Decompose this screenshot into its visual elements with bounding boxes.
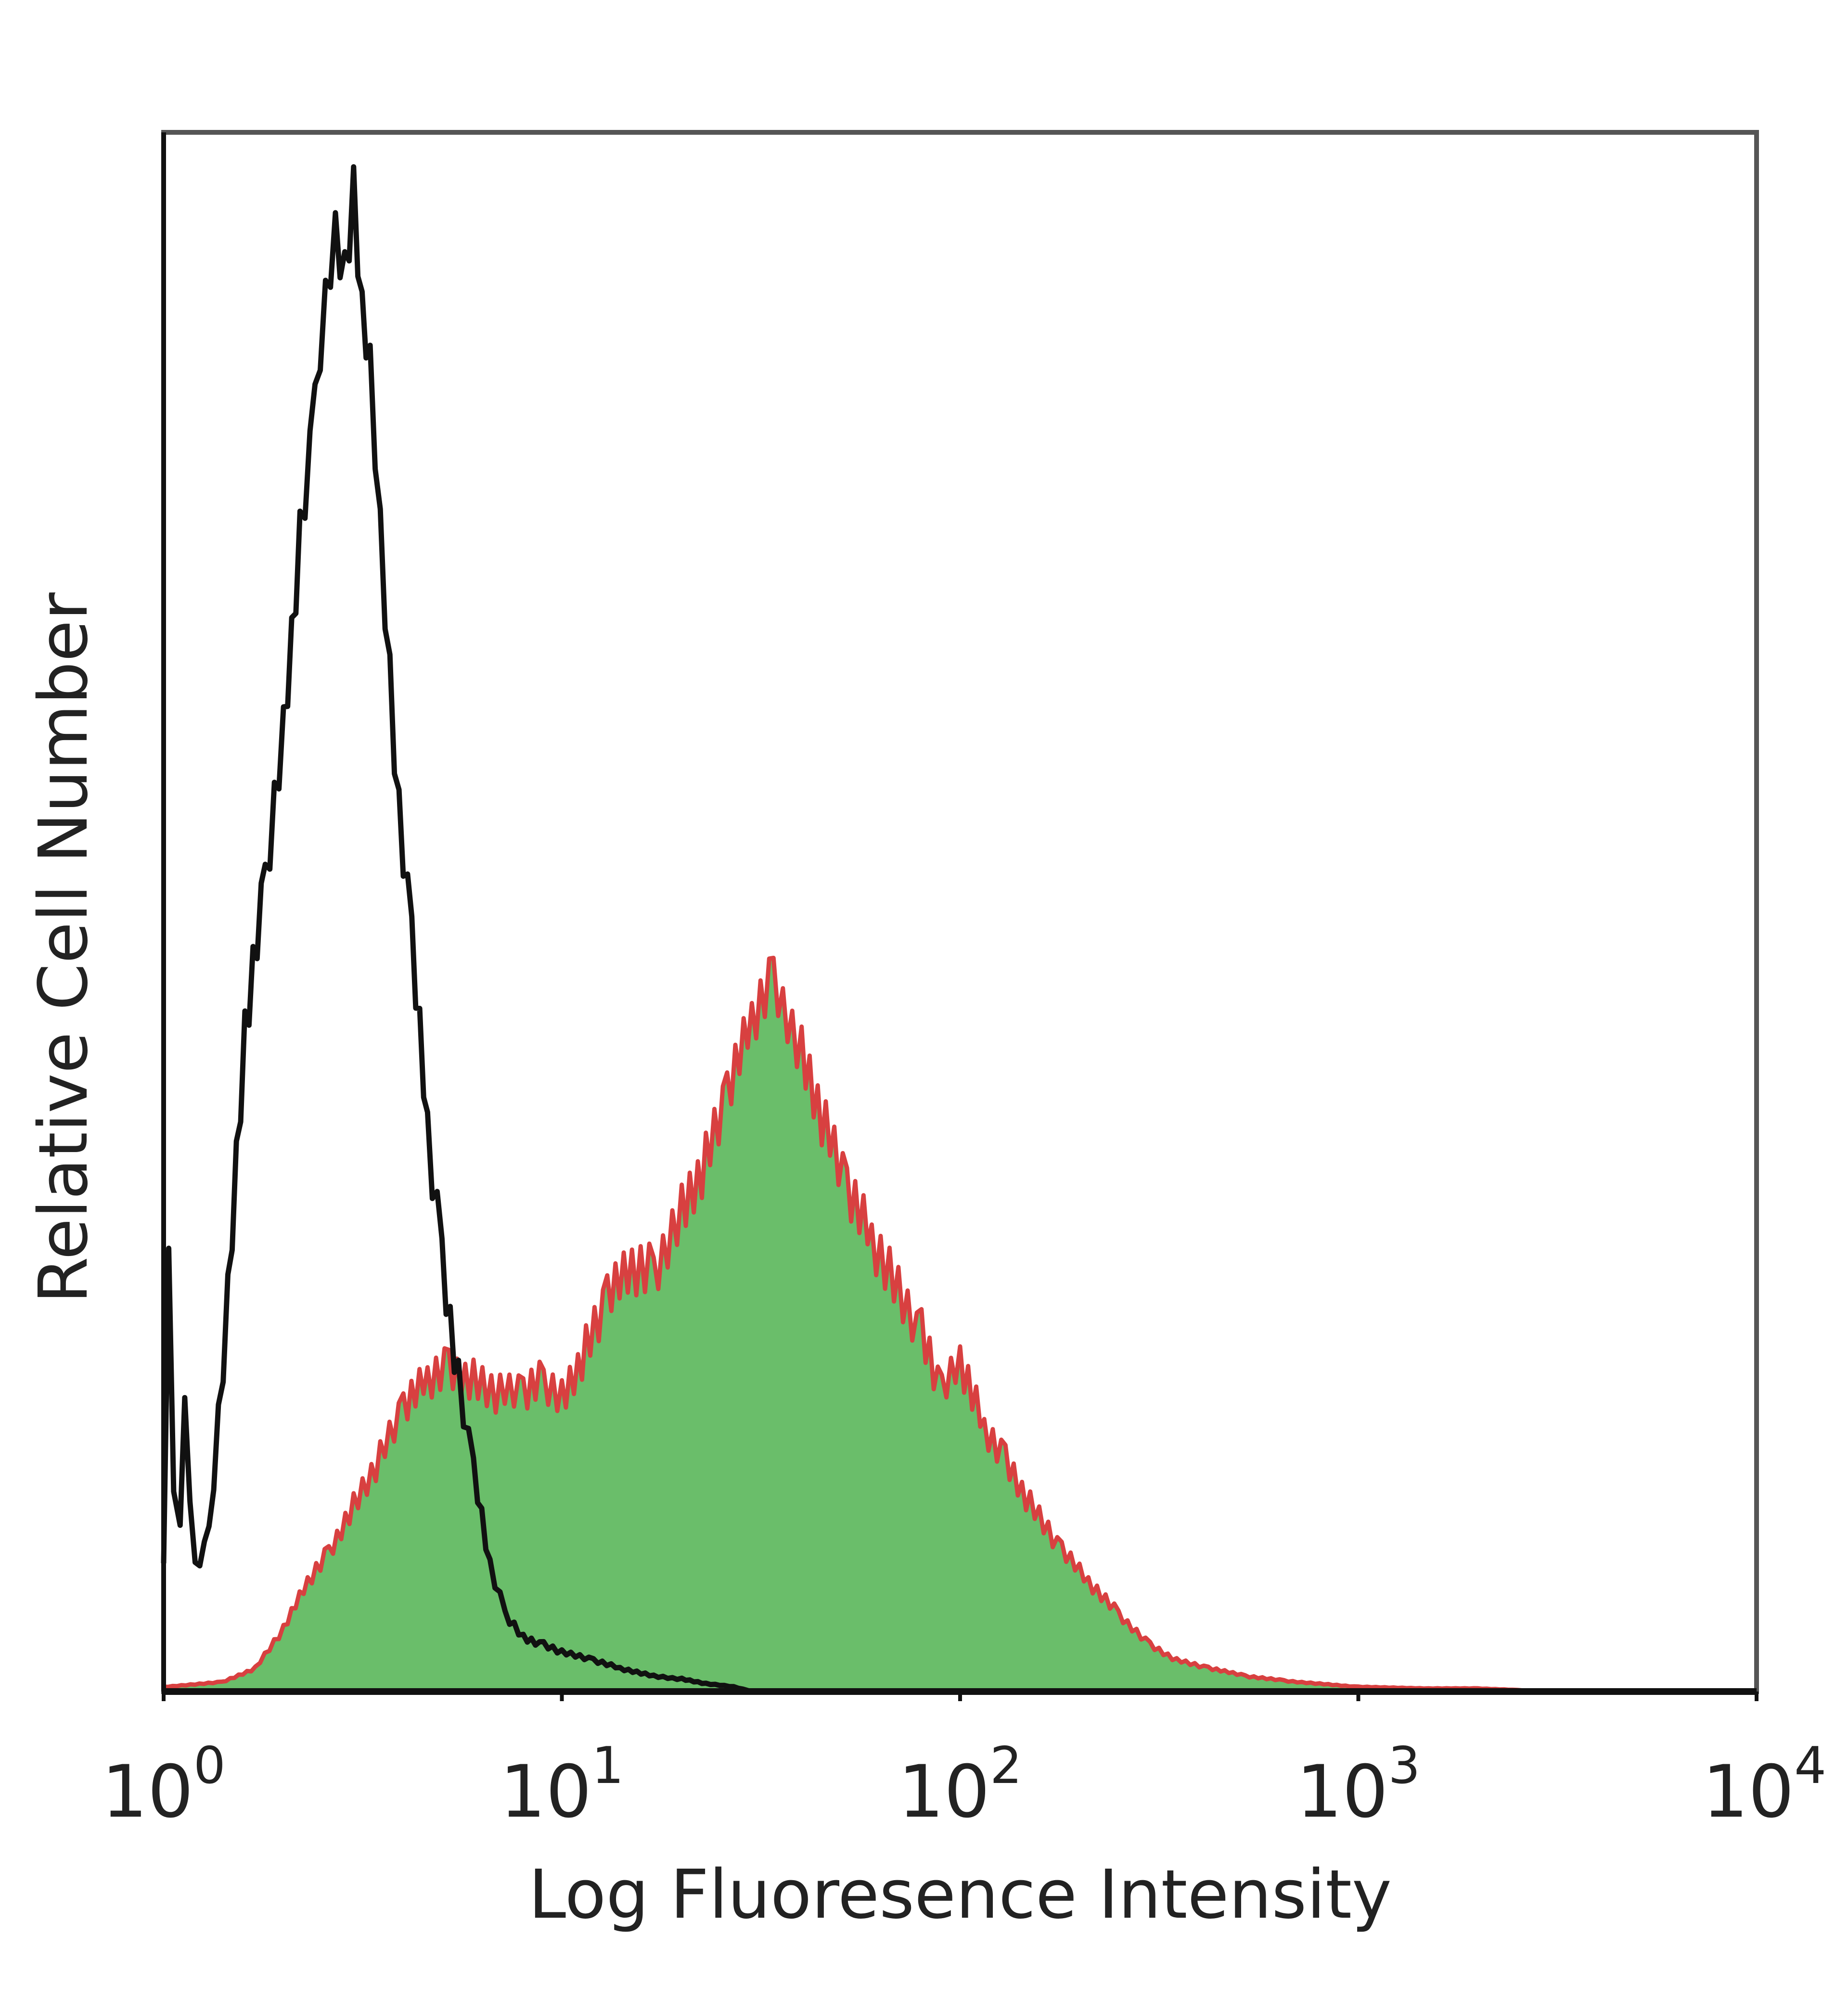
x-tick-labels: 100 101 102 103 104 (102, 1692, 1826, 1834)
x-tick-label-3: 103 (1296, 1736, 1421, 1834)
series-layer (161, 164, 1757, 1694)
y-axis-label: Relative Cell Number (25, 592, 103, 1304)
x-axis-label: Log Fluoresence Intensity (528, 1856, 1392, 1934)
series-0-line (161, 164, 753, 1694)
x-tick-label-1: 101 (500, 1736, 624, 1834)
x-tick-label-2: 102 (898, 1736, 1022, 1834)
x-tick-label-4: 104 (1702, 1736, 1826, 1834)
series-1-fill (164, 958, 1757, 1692)
x-tick-label-0: 100 (102, 1736, 226, 1834)
